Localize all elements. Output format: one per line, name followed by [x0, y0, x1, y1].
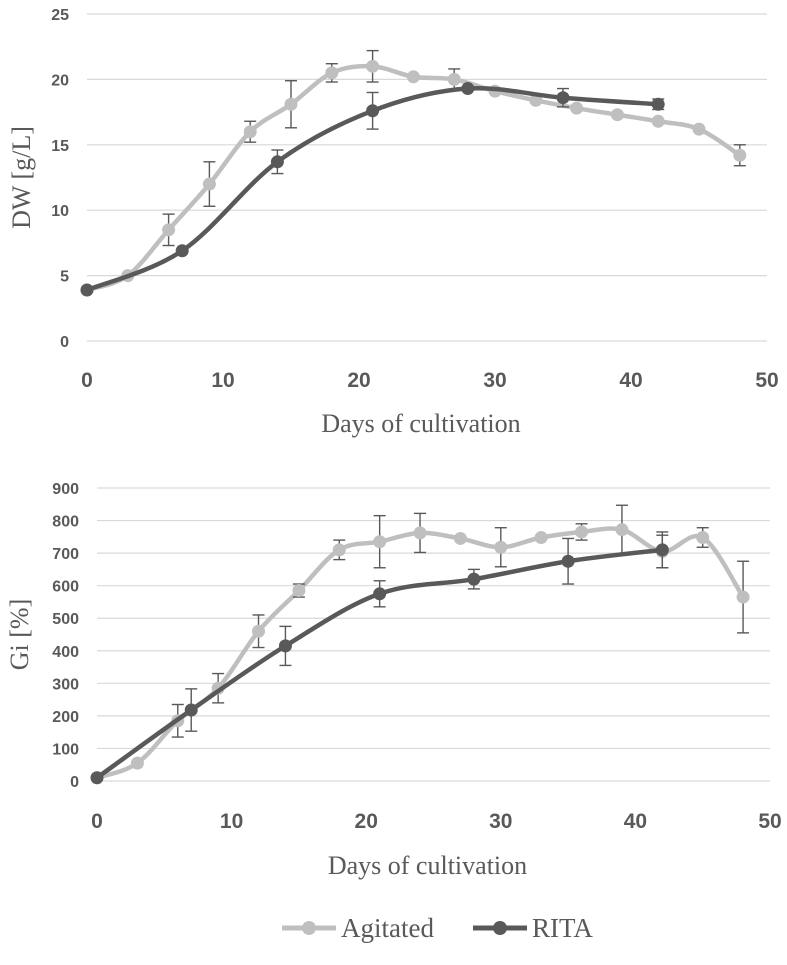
dw-x-axis-title: Days of cultivation [321, 409, 520, 438]
gi-ytick-label-9: 900 [52, 481, 79, 498]
legend: Agitated RITA [282, 913, 593, 943]
dw-point-agitated-13 [610, 108, 624, 122]
gi-xtick-label-3: 30 [489, 810, 512, 833]
dw-point-rita-0 [80, 283, 94, 297]
gi-point-agitated-8 [413, 526, 427, 540]
gi-ytick-label-2: 200 [52, 709, 79, 726]
gi-point-rita-5 [561, 554, 575, 568]
dw-ytick-label-0: 0 [60, 334, 69, 351]
gi-point-agitated-5 [292, 584, 306, 598]
gi-point-rita-3 [373, 587, 387, 601]
gi-point-agitated-13 [615, 523, 629, 537]
gi-ytick-label-1: 100 [52, 741, 79, 758]
dw-y-axis-title: DW [g/L] [7, 126, 36, 229]
gi-ytick-label-7: 700 [52, 546, 79, 563]
gi-point-rita-1 [184, 703, 198, 717]
dw-point-agitated-5 [284, 97, 298, 111]
gi-ytick-label-6: 600 [52, 579, 79, 596]
dw-ytick-label-5: 25 [51, 7, 69, 24]
gi-xtick-label-2: 20 [355, 810, 378, 833]
dw-xtick-label-3: 30 [483, 369, 506, 392]
gi-point-rita-4 [467, 572, 481, 586]
gi-point-rita-0 [90, 771, 104, 785]
gi-xtick-label-1: 10 [220, 810, 243, 833]
dw-point-rita-5 [556, 91, 570, 105]
gi-point-agitated-9 [453, 531, 467, 545]
gi-point-agitated-7 [373, 535, 387, 549]
dw-xtick-label-4: 40 [619, 369, 642, 392]
legend-label-agitated: Agitated [341, 913, 434, 943]
legend-marker-agitated [302, 921, 316, 935]
gi-ytick-label-8: 800 [52, 514, 79, 531]
gi-point-rita-6 [655, 543, 669, 557]
gi-point-agitated-4 [252, 624, 266, 638]
dw-point-agitated-9 [447, 72, 461, 86]
gi-ytick-label-3: 300 [52, 676, 79, 693]
dw-point-agitated-2 [162, 223, 176, 237]
dw-point-agitated-14 [651, 114, 665, 128]
dw-xtick-label-1: 10 [211, 369, 234, 392]
legend-marker-rita [493, 921, 507, 935]
dw-point-agitated-6 [325, 66, 339, 80]
dw-point-agitated-8 [406, 70, 420, 84]
dw-point-rita-1 [175, 244, 189, 258]
gi-ytick-label-5: 500 [52, 611, 79, 628]
gi-ytick-label-0: 0 [70, 774, 79, 791]
dw-point-rita-3 [366, 104, 380, 118]
gi-xtick-label-4: 40 [624, 810, 647, 833]
gi-point-agitated-11 [534, 530, 548, 544]
gi-point-agitated-15 [696, 530, 710, 544]
chart-gi: 0 100 200 300 400 500 600 700 800 900 0 10 20 30 40 50 D… [5, 481, 782, 880]
dw-point-rita-6 [651, 97, 665, 111]
gi-point-agitated-10 [494, 540, 508, 554]
dw-xtick-label-5: 50 [755, 369, 778, 392]
gi-point-agitated-1 [130, 756, 144, 770]
gi-series-line-agitated [94, 526, 746, 780]
dw-ytick-label-4: 20 [51, 72, 69, 89]
gi-xtick-label-0: 0 [91, 810, 103, 833]
dw-point-rita-2 [270, 155, 284, 169]
dw-point-rita-4 [461, 82, 475, 96]
gi-point-agitated-6 [332, 543, 346, 557]
gi-point-agitated-16 [736, 590, 750, 604]
gi-y-axis-title: Gi [%] [5, 599, 34, 670]
dw-xtick-label-0: 0 [81, 369, 93, 392]
dw-ytick-label-1: 5 [60, 269, 69, 286]
chart-dw: 0 5 10 15 20 25 0 10 20 30 40 50 Days of cultivation… [7, 7, 779, 438]
gi-point-agitated-12 [575, 525, 589, 539]
dw-ytick-label-2: 10 [51, 203, 69, 220]
dw-point-agitated-16 [733, 148, 747, 162]
dw-xtick-label-2: 20 [347, 369, 370, 392]
dw-point-agitated-7 [366, 59, 380, 73]
gi-point-rita-2 [278, 639, 292, 653]
dw-point-agitated-12 [570, 101, 584, 115]
gi-xtick-label-5: 50 [758, 810, 781, 833]
legend-label-rita: RITA [532, 913, 593, 943]
dw-ytick-label-3: 15 [51, 138, 69, 155]
gi-ytick-label-4: 400 [52, 644, 79, 661]
gi-x-axis-title: Days of cultivation [328, 851, 527, 880]
dw-point-agitated-15 [692, 122, 706, 136]
dw-point-agitated-4 [243, 125, 257, 139]
dw-point-agitated-3 [202, 177, 216, 191]
